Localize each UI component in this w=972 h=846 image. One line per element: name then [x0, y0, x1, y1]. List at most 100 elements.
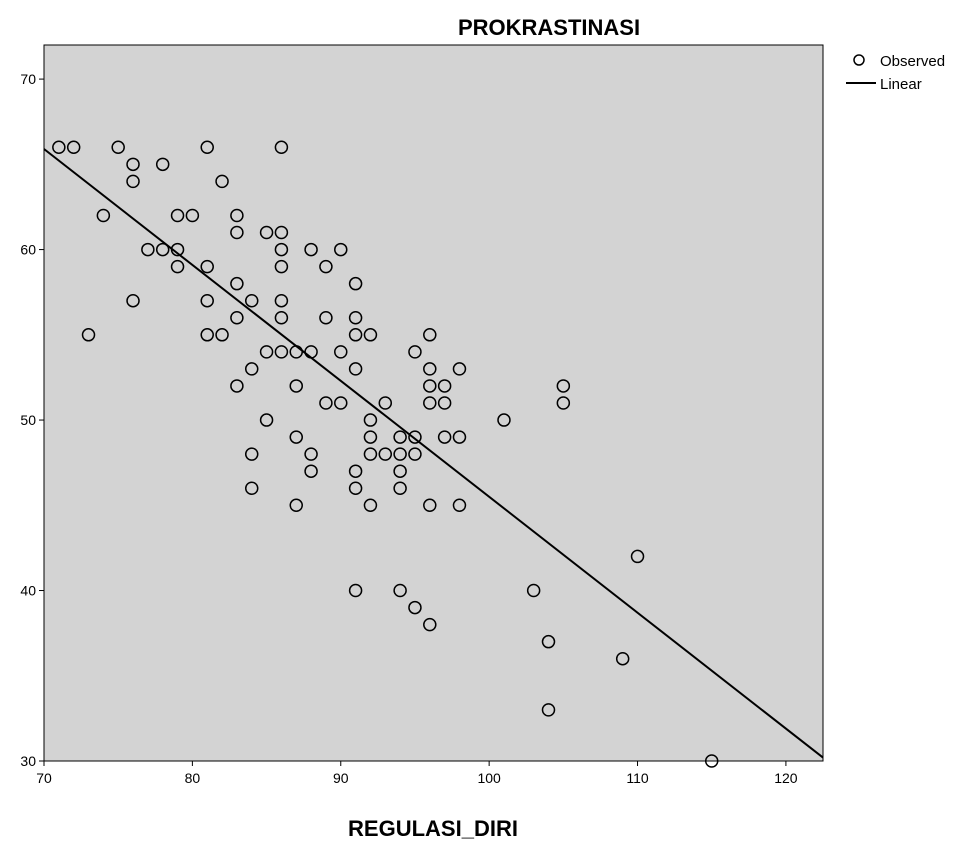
- data-point: [408, 345, 422, 359]
- data-point: [363, 430, 378, 444]
- data-point: [497, 413, 511, 427]
- data-point: [304, 447, 318, 461]
- data-point: [126, 293, 140, 308]
- data-point: [393, 447, 407, 461]
- data-point: [274, 225, 289, 240]
- data-point: [408, 430, 422, 444]
- data-point: [393, 481, 407, 495]
- data-point: [452, 498, 467, 513]
- data-point: [81, 328, 96, 342]
- data-point: [348, 276, 363, 291]
- data-point: [200, 293, 214, 308]
- data-point: [334, 242, 348, 257]
- data-point: [289, 379, 303, 393]
- plot-area: [43, 44, 824, 762]
- data-point: [126, 157, 140, 172]
- data-point: [393, 430, 407, 444]
- data-point: [363, 328, 378, 342]
- data-point: [630, 549, 645, 564]
- x-axis-title: REGULASI_DIRI: [348, 816, 518, 841]
- data-point: [334, 396, 348, 410]
- chart-title: PROKRASTINASI: [458, 15, 640, 40]
- data-point: [155, 157, 170, 172]
- data-point: [200, 140, 214, 155]
- data-point: [230, 311, 244, 325]
- data-point: [185, 208, 200, 223]
- data-point: [526, 583, 541, 598]
- data-point: [215, 328, 229, 342]
- data-point: [274, 293, 289, 308]
- data-point: [423, 617, 437, 632]
- data-point: [244, 293, 259, 308]
- data-point: [348, 583, 363, 598]
- data-point: [259, 345, 274, 359]
- data-point: [363, 447, 378, 461]
- y-tick-label: 70: [20, 71, 36, 87]
- data-point: [408, 600, 422, 615]
- data-point: [244, 362, 259, 376]
- data-point: [348, 481, 363, 495]
- data-point: [378, 447, 393, 461]
- data-point: [423, 396, 437, 410]
- data-point: [452, 430, 467, 444]
- x-tick-label: 80: [185, 770, 201, 786]
- y-tick-label: 30: [20, 753, 36, 769]
- data-point: [423, 498, 437, 513]
- data-point: [437, 379, 452, 393]
- legend-observed-label: Observed: [880, 53, 945, 70]
- data-point: [541, 634, 556, 649]
- data-point: [274, 345, 289, 359]
- y-tick-label: 50: [20, 412, 36, 428]
- x-tick-label: 110: [626, 770, 649, 786]
- legend-observed-marker: [853, 54, 865, 66]
- data-point: [230, 276, 244, 291]
- x-axis: 70 80 90 100 110 120: [36, 761, 798, 786]
- data-point: [437, 396, 452, 410]
- observed-points: [52, 140, 719, 768]
- data-point: [111, 140, 125, 155]
- data-point: [423, 379, 437, 393]
- data-point: [230, 379, 244, 393]
- y-tick-label: 40: [20, 583, 36, 599]
- data-point: [348, 328, 363, 342]
- data-point: [541, 703, 556, 717]
- data-point: [304, 464, 318, 478]
- x-tick-label: 90: [333, 770, 349, 786]
- data-point: [408, 447, 422, 461]
- data-point: [319, 396, 333, 410]
- data-point: [215, 174, 229, 189]
- x-tick-label: 120: [774, 770, 798, 786]
- data-point: [348, 362, 363, 376]
- data-point: [393, 464, 407, 478]
- x-tick-label: 100: [477, 770, 501, 786]
- data-point: [452, 362, 467, 376]
- y-axis: 30 40 50 60 70: [20, 71, 44, 769]
- data-point: [126, 174, 140, 189]
- data-point: [274, 242, 289, 257]
- data-point: [437, 430, 452, 444]
- legend-linear-label: Linear: [880, 76, 922, 93]
- data-point: [259, 413, 274, 427]
- data-point: [170, 208, 185, 223]
- data-point: [141, 242, 155, 257]
- data-point: [155, 242, 170, 257]
- data-point: [304, 242, 318, 257]
- data-point: [363, 413, 378, 427]
- data-point: [274, 259, 289, 274]
- data-point: [170, 259, 185, 274]
- data-point: [96, 208, 111, 223]
- y-tick-label: 60: [20, 242, 36, 258]
- data-point: [230, 208, 244, 223]
- data-point: [52, 140, 66, 155]
- data-point: [244, 447, 259, 461]
- data-point: [289, 498, 303, 513]
- linear-fit-line: [43, 148, 824, 759]
- data-point: [393, 583, 407, 598]
- data-point: [363, 498, 378, 513]
- data-point: [319, 259, 333, 274]
- data-point: [378, 396, 393, 410]
- data-point: [274, 311, 289, 325]
- data-point: [66, 140, 81, 155]
